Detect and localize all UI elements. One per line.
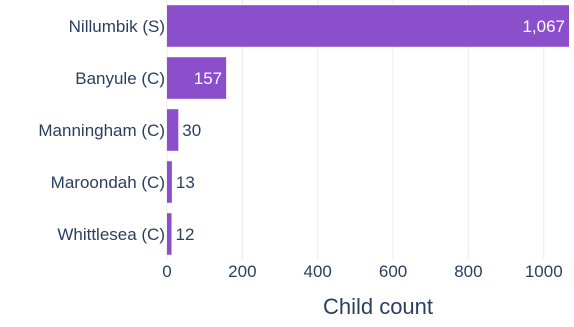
y-tick-label-1: Banyule (C)	[75, 69, 165, 88]
bar-0	[167, 5, 569, 47]
x-tick-label-2: 400	[304, 262, 332, 281]
x-tick-label-4: 800	[454, 262, 482, 281]
x-axis-title: Child count	[323, 294, 433, 319]
x-tick-label-5: 1000	[525, 262, 563, 281]
x-tick-label-1: 200	[228, 262, 256, 281]
bar-2	[167, 109, 179, 151]
y-tick-labels: Nillumbik (S) Banyule (C) Manningham (C) Ma…	[38, 17, 165, 244]
x-tick-label-0: 0	[162, 262, 171, 281]
y-tick-label-0: Nillumbik (S)	[69, 17, 165, 36]
y-tick-label-2: Manningham (C)	[38, 121, 165, 140]
bar-3	[167, 161, 172, 203]
data-labels: 1,067 157 30 13 12	[176, 17, 565, 244]
y-tick-label-3: Maroondah (C)	[51, 173, 165, 192]
value-label-3: 13	[176, 173, 195, 192]
x-tick-labels: 0 200 400 600 800 1000	[162, 262, 562, 281]
bar-1	[167, 57, 227, 99]
value-label-2: 30	[182, 121, 201, 140]
y-tick-label-4: Whittlesea (C)	[57, 225, 165, 244]
x-tick-label-3: 600	[379, 262, 407, 281]
value-label-4: 12	[176, 225, 195, 244]
value-label-0: 1,067	[522, 17, 565, 36]
bars	[167, 5, 569, 255]
bar-4	[167, 213, 172, 255]
value-label-1: 157	[194, 69, 222, 88]
